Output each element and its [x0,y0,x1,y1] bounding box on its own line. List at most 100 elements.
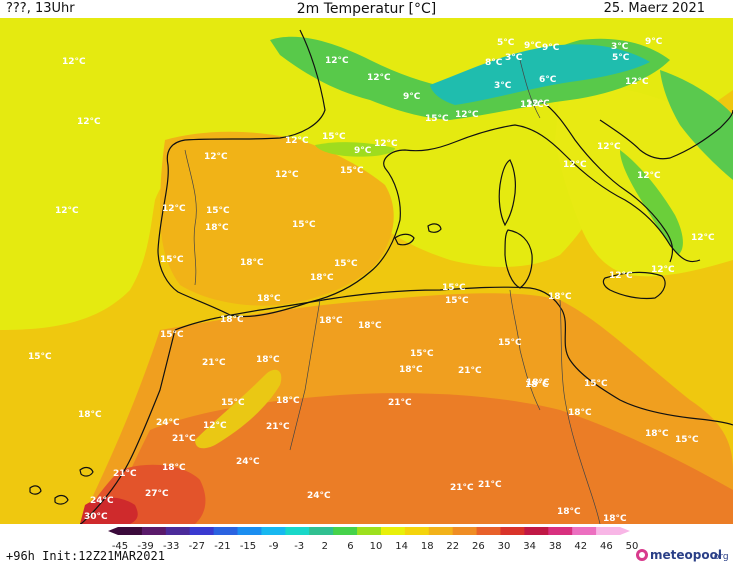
scale-swatch [285,527,310,535]
temp-label: 12°C [77,117,101,127]
temp-label: 15°C [340,166,364,176]
field-sahara [110,393,733,524]
temp-label: 27°C [145,489,169,499]
scale-tick-label: 50 [626,541,639,552]
temp-label: 15°C [322,132,346,142]
coast-france-iberia [157,29,701,318]
field-pyrenees [315,142,395,157]
scale-swatch [213,527,239,535]
temp-label: 12°C [275,170,299,180]
temp-label: 21°C [478,480,502,490]
temp-label: 18°C [399,365,423,375]
temp-label: 18°C [568,408,592,418]
border-algeria-morocco [289,299,321,451]
coastlines [29,29,733,524]
meteopool-logo[interactable]: meteopool .org [636,548,729,562]
temp-label: 12°C [374,139,398,149]
scale-swatch [524,527,549,535]
temp-label: 21°C [202,358,226,368]
temp-label: 15°C [410,349,434,359]
scale-tick-label: 30 [498,541,511,552]
field-balkans [660,70,733,180]
border-libya [559,299,601,524]
temp-label: 24°C [90,496,114,506]
temp-label: 12°C [637,171,661,181]
field-alps-cyan [430,44,650,105]
temp-label: 12°C [526,99,550,109]
temp-label: 12°C [204,152,228,162]
temp-label: 15°C [675,435,699,445]
coast-sicily [602,271,666,300]
temp-label: 5°C [497,38,515,48]
temp-label: 24°C [236,457,260,467]
temp-label: 18°C [310,273,334,283]
temp-label: 12°C [55,206,79,216]
temp-label: 18°C [162,463,186,473]
temp-label: 24°C [307,491,331,501]
temp-label: 12°C [325,56,349,66]
temp-label: 12°C [203,421,227,431]
scale-tick-label: 34 [523,541,536,552]
temp-label: 12°C [691,233,715,243]
scale-tick-label: 26 [472,541,485,552]
scale-swatch [572,527,597,535]
scale-tick-label: -15 [240,541,256,552]
temp-label: 3°C [494,81,512,91]
scale-tick-label: -9 [269,541,279,552]
temp-label: 18°C [557,507,581,517]
temp-label: 6°C [539,75,557,85]
border-spain-portugal [184,149,197,286]
scale-tick-label: 38 [549,541,562,552]
temp-label: 15°C [584,379,608,389]
legend-and-footer: -45 -39 -33 -27 -21 -15 -9 -3 2 6 10 14 18 22 26 30 34 38… [6,527,729,563]
scale-tick-label: -39 [137,541,153,552]
temp-label: 15°C [425,114,449,124]
temp-label: 12°C [597,142,621,152]
coast-canaries [29,466,94,505]
temp-label: 12°C [162,204,186,214]
temp-label: 30°C [84,512,108,522]
temp-label: 21°C [458,366,482,376]
temp-label: 12°C [62,57,86,67]
scale-swatch [428,527,454,535]
temp-label: 3°C [611,42,629,52]
temp-label: 18°C [276,396,300,406]
scale-tick-label: 14 [395,541,408,552]
scale-swatch [237,527,262,535]
scale-swatch [261,527,286,535]
temp-label: 9°C [524,41,542,51]
scale-tick-label: -45 [112,541,128,552]
temp-label: 8°C [485,58,503,68]
temp-label: 18°C [256,355,280,365]
scale-arrow-right [620,527,630,535]
temp-label: 12°C [455,110,479,120]
scale-tick-label: -33 [163,541,179,552]
map-title: 2m Temperatur [°C] [296,1,437,17]
temp-label: 9°C [542,43,560,53]
logo-tld: .org [711,552,729,562]
temperature-map: 12°C 12°C 12°C 15°C 18°C 24°C 21°C 24°C … [0,18,733,524]
temp-label: 15°C [160,255,184,265]
color-scale-labels: -45 -39 -33 -27 -21 -15 -9 -3 2 6 10 14 18 22 26 30 34 38… [112,541,639,552]
scale-swatch [380,527,406,535]
temp-label: 18°C [525,380,549,390]
temp-label: 15°C [445,296,469,306]
scale-swatch [476,527,501,535]
temp-label: 15°C [221,398,245,408]
scale-swatch [165,527,191,535]
temp-label: 15°C [160,330,184,340]
country-borders [184,59,601,524]
temp-label: 18°C [78,410,102,420]
field-atlas [195,369,282,449]
forecast-init-label: +96h Init:12Z21MAR2021 [6,549,165,563]
temp-label: 12°C [651,265,675,275]
border-france-italy [519,59,541,119]
coast-corsica [498,159,516,227]
scale-tick-label: 6 [347,541,353,552]
temp-label: 9°C [354,146,372,156]
coast-balearics [394,223,442,246]
coast-italy-boot [539,99,733,263]
temp-label: 12°C [625,77,649,87]
scale-tick-label: 22 [446,541,459,552]
